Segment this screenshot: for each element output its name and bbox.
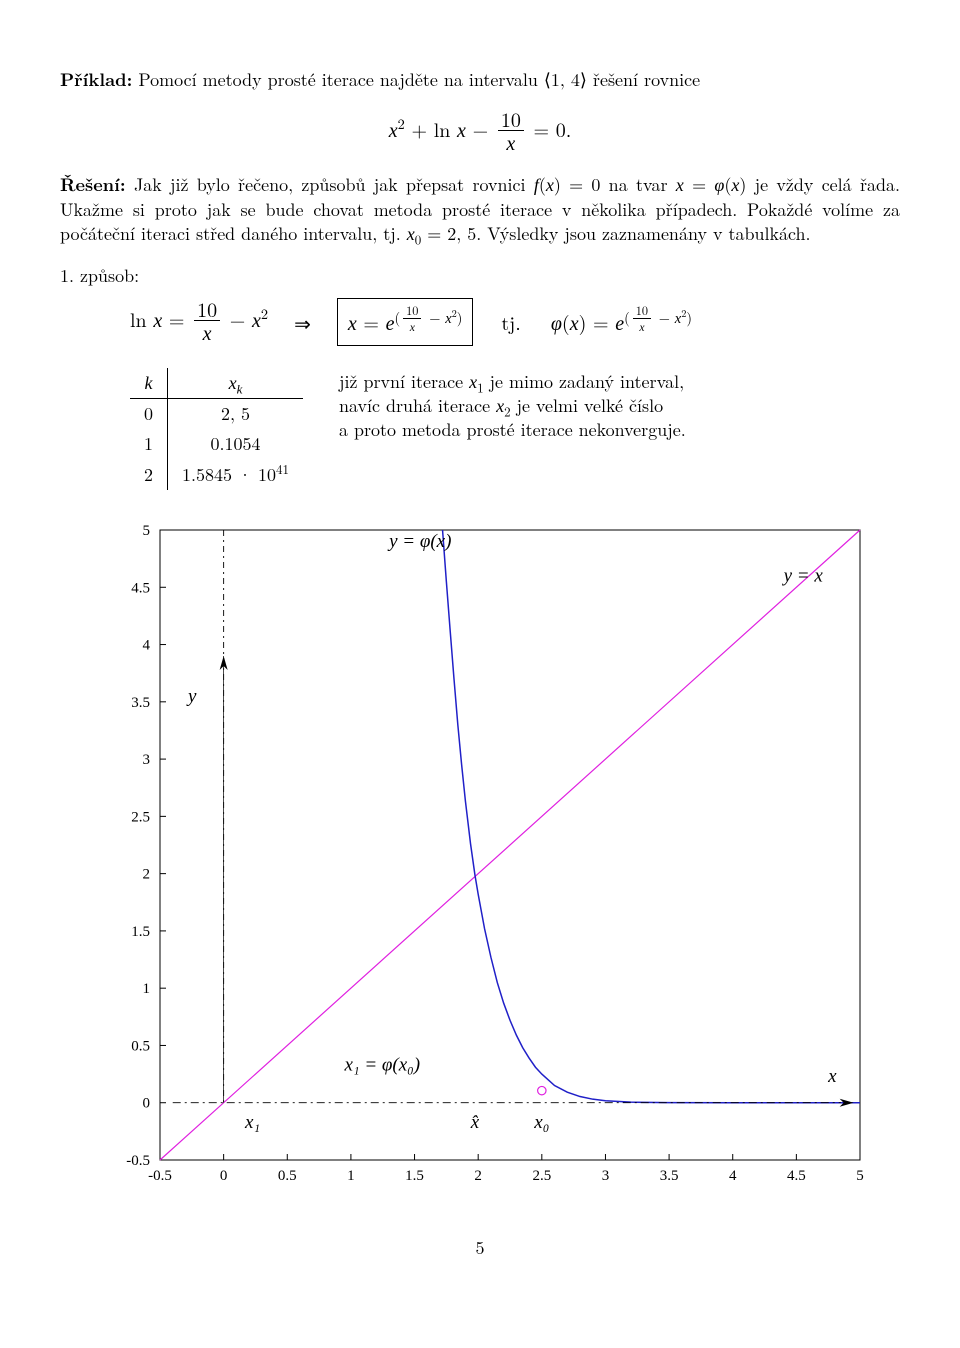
solution-label: Řešení:: [60, 172, 126, 197]
example-label: Příklad:: [60, 67, 132, 92]
example-heading: Příklad: Pomocí metody prosté iterace na…: [60, 68, 900, 92]
svg-text:x₁ = φ(x₀): x₁ = φ(x₀): [344, 1055, 421, 1076]
col-k: k: [130, 368, 168, 399]
boxed-equation: x = e(10x − x2): [337, 298, 474, 345]
table-note-row: k xk 02, 510.105421.5845 · 1041 již prvn…: [130, 362, 900, 490]
svg-text:2.5: 2.5: [131, 809, 150, 825]
svg-text:-0.5: -0.5: [148, 1168, 172, 1184]
table-row: 10.1054: [130, 429, 303, 459]
svg-text:2: 2: [143, 867, 151, 883]
table-header-row: k xk: [130, 368, 303, 399]
svg-text:1.5: 1.5: [131, 924, 150, 940]
svg-text:x₁: x₁: [244, 1112, 260, 1133]
svg-text:4.5: 4.5: [131, 580, 150, 596]
svg-text:4: 4: [143, 637, 151, 653]
method-equation-row: ln x = 10x − x2 ⇒ x = e(10x − x2) tj. φ(…: [130, 298, 900, 345]
svg-text:x₀: x₀: [533, 1112, 549, 1133]
svg-text:0.5: 0.5: [278, 1168, 297, 1184]
page-number: 5: [60, 1236, 900, 1260]
svg-text:5: 5: [143, 523, 151, 539]
svg-text:y = x: y = x: [782, 565, 824, 586]
iteration-table: k xk 02, 510.105421.5845 · 1041: [130, 368, 303, 490]
svg-text:4: 4: [729, 1168, 737, 1184]
table-row: 02, 5: [130, 398, 303, 429]
svg-text:0: 0: [220, 1168, 228, 1184]
svg-text:2.5: 2.5: [532, 1168, 551, 1184]
iteration-note: již první iterace x1 je mimo zadaný inte…: [339, 362, 686, 443]
chart-container: -0.5 0 0.5 1 1.5 2 2.5 3 3.5 4 4.5 5 -0.5 0 0.5 1 1.5 2 2.…: [100, 520, 900, 1206]
svg-text:5: 5: [856, 1168, 864, 1184]
svg-text:-0.5: -0.5: [126, 1153, 150, 1169]
svg-text:1: 1: [143, 981, 151, 997]
svg-text:0.5: 0.5: [131, 1038, 150, 1054]
svg-text:y: y: [186, 686, 197, 707]
method-number: 1. způsob:: [60, 264, 900, 288]
solution-paragraph: Řešení: Jak již bylo řečeno, způsobů jak…: [60, 173, 900, 246]
implies-arrow: ⇒: [294, 309, 311, 336]
svg-text:x̂: x̂: [470, 1112, 480, 1133]
col-xk: xk: [168, 368, 303, 399]
svg-text:1.5: 1.5: [405, 1168, 424, 1184]
table-row: 21.5845 · 1041: [130, 460, 303, 490]
svg-text:3.5: 3.5: [131, 695, 150, 711]
svg-text:x: x: [827, 1066, 837, 1087]
svg-text:4.5: 4.5: [787, 1168, 806, 1184]
lnx-equation: ln x = 10x − x2: [130, 300, 268, 345]
svg-text:2: 2: [474, 1168, 482, 1184]
svg-text:3: 3: [602, 1168, 610, 1184]
svg-text:y = φ(x): y = φ(x): [387, 531, 451, 552]
svg-text:0: 0: [143, 1096, 151, 1112]
iteration-chart: -0.5 0 0.5 1 1.5 2 2.5 3 3.5 4 4.5 5 -0.5 0 0.5 1 1.5 2 2.…: [100, 520, 870, 1200]
svg-text:3.5: 3.5: [660, 1168, 679, 1184]
main-equation: x2 + ln x − 10x = 0.: [60, 110, 900, 155]
phi-definition: tj. φ(x) = e(10x − x2): [501, 305, 692, 338]
svg-text:3: 3: [143, 752, 151, 768]
svg-text:1: 1: [347, 1168, 355, 1184]
example-text: Pomocí metody prosté iterace najděte na …: [132, 67, 700, 92]
